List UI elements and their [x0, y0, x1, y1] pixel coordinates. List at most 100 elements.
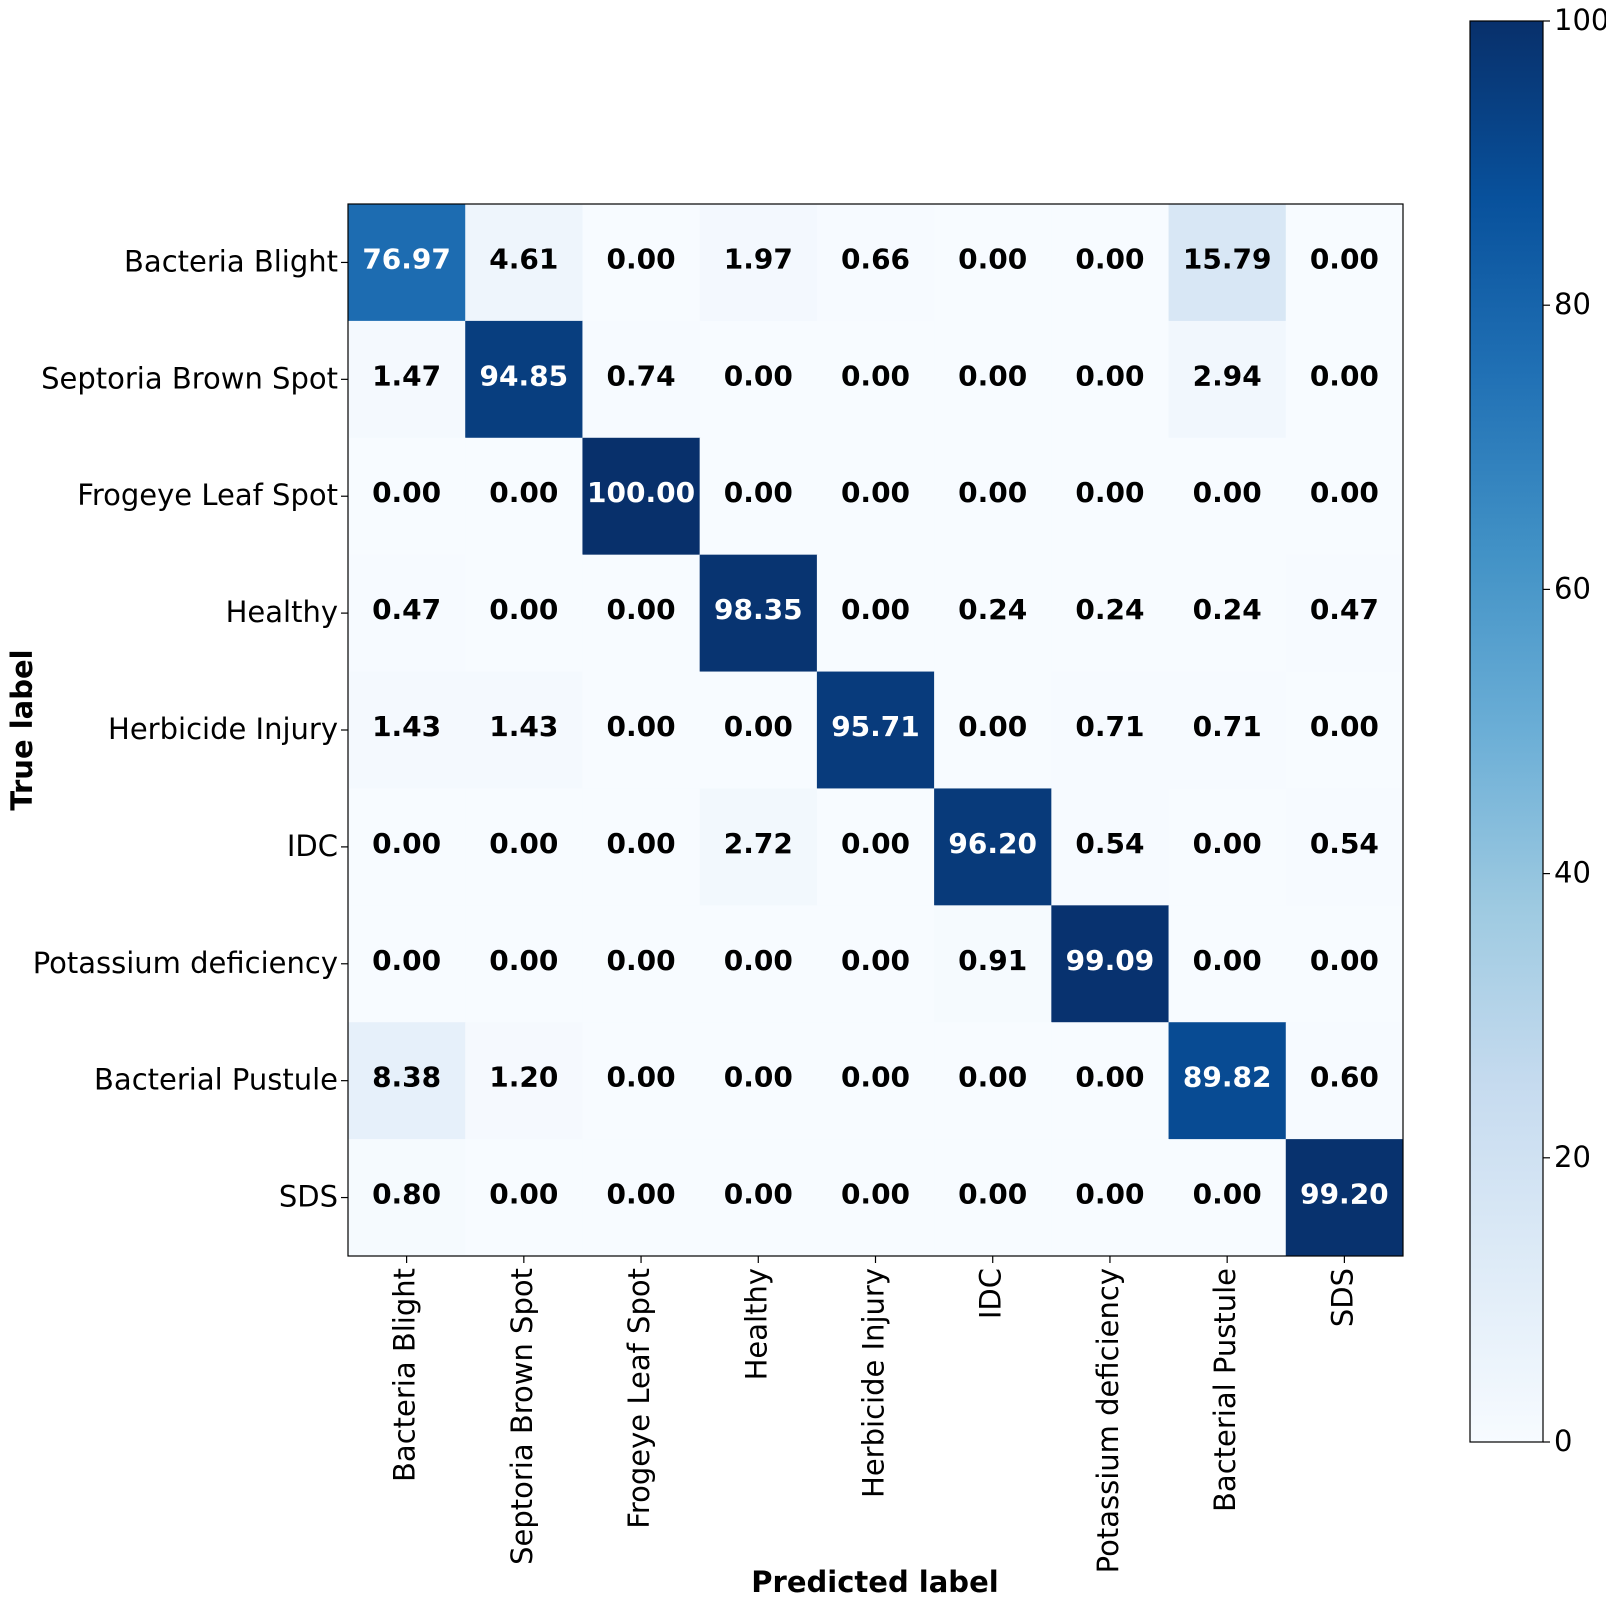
heatmap-cell-value: 0.00 [841, 827, 910, 860]
heatmap-cell [699, 905, 818, 1023]
heatmap-cell-value: 8.38 [372, 1061, 441, 1094]
heatmap-cell-value: 99.09 [1066, 944, 1155, 977]
heatmap-cell-value: 0.00 [724, 476, 793, 509]
heatmap-cell-value: 0.00 [1193, 827, 1262, 860]
colorbar-gradient [1469, 20, 1544, 1443]
heatmap-cell-value: 0.00 [1193, 1178, 1262, 1211]
heatmap-cell-value: 0.00 [841, 1061, 910, 1094]
y-tick-label: Frogeye Leaf Spot [77, 478, 338, 512]
heatmap-cell [1051, 204, 1170, 322]
heatmap-cell [934, 437, 1052, 556]
heatmap-cell-value: 0.00 [1075, 1178, 1144, 1211]
heatmap-cell [816, 788, 935, 906]
heatmap-cell-value: 89.82 [1183, 1061, 1272, 1094]
heatmap-cell [582, 1022, 701, 1140]
heatmap-cell [934, 788, 1052, 906]
heatmap-cell [699, 204, 818, 322]
heatmap-cell-value: 0.00 [958, 242, 1027, 275]
heatmap-cell-value: 0.00 [1075, 242, 1144, 275]
heatmap-cell [348, 1139, 466, 1257]
heatmap-cell-value: 0.66 [841, 242, 910, 275]
heatmap-cell-value: 0.47 [372, 593, 441, 626]
heatmap-cell-value: 76.97 [362, 242, 451, 275]
heatmap-cell-value: 0.00 [958, 359, 1027, 392]
heatmap-cell [465, 905, 583, 1023]
heatmap-cell-value: 0.00 [724, 359, 793, 392]
heatmap-cell [348, 905, 466, 1023]
heatmap-cell-value: 94.85 [480, 359, 569, 392]
heatmap-cell [348, 554, 466, 673]
heatmap-cell [699, 1139, 818, 1257]
heatmap-cell [1168, 437, 1287, 556]
heatmap-cell-value: 0.00 [1310, 944, 1379, 977]
heatmap-cell-value: 0.00 [841, 593, 910, 626]
heatmap-cell-value: 0.60 [1310, 1061, 1379, 1094]
y-tick-label: Septoria Brown Spot [41, 361, 338, 395]
y-axis-ticks: Bacteria Blight Septoria Brown Spot Frogey… [33, 244, 348, 1214]
heatmap-cell-value: 0.91 [958, 944, 1027, 977]
heatmap-cell-value: 0.00 [607, 593, 676, 626]
heatmap-cell [816, 1139, 935, 1257]
heatmap-cell-value: 0.00 [1310, 710, 1379, 743]
heatmap-cell [816, 320, 935, 439]
heatmap-cell [1051, 320, 1170, 439]
heatmap-cells [348, 204, 1404, 1257]
heatmap-cell-value: 15.79 [1183, 242, 1272, 275]
heatmap-cell-value: 0.00 [841, 359, 910, 392]
heatmap-cell-value: 0.00 [1310, 242, 1379, 275]
heatmap-cell-value: 1.43 [372, 710, 441, 743]
heatmap-cell [1168, 204, 1287, 322]
heatmap-cell-value: 0.00 [489, 944, 558, 977]
heatmap-cell [934, 671, 1052, 789]
heatmap-cell-value: 0.00 [841, 476, 910, 509]
heatmap-cell-value: 0.24 [1075, 593, 1144, 626]
heatmap-cell [1051, 671, 1170, 789]
colorbar-tick-label: 100 [1554, 3, 1606, 37]
heatmap-cell-value: 0.00 [958, 1178, 1027, 1211]
heatmap-cell [1051, 554, 1170, 673]
y-tick-label: Herbicide Injury [108, 712, 338, 746]
heatmap-cell-value: 1.43 [489, 710, 558, 743]
y-tick-label: Bacterial Pustule [94, 1063, 338, 1097]
heatmap-cell [348, 437, 466, 556]
heatmap-cell [934, 1139, 1052, 1257]
heatmap-cell-value: 0.00 [607, 944, 676, 977]
heatmap-cell [1051, 437, 1170, 556]
heatmap-cell [582, 1139, 701, 1257]
colorbar-tick-label: 60 [1554, 571, 1591, 605]
x-tick-label: Healthy [739, 1268, 773, 1380]
colorbar-tick-label: 80 [1554, 287, 1591, 321]
colorbar-tick-label: 20 [1554, 1140, 1591, 1174]
heatmap-cell [699, 1022, 818, 1140]
heatmap-cell-value: 0.00 [841, 944, 910, 977]
heatmap-cell [1168, 671, 1287, 789]
heatmap-cell-value: 0.00 [1075, 359, 1144, 392]
heatmap-cell-value: 0.00 [1193, 944, 1262, 977]
heatmap-cell-value: 95.71 [831, 710, 920, 743]
x-axis-ticks: Bacteria Blight Septoria Brown Spot Frogey… [388, 1256, 1359, 1573]
heatmap-cell [699, 437, 818, 556]
x-tick-label: Bacteria Blight [388, 1268, 422, 1482]
heatmap-cell [1051, 1139, 1170, 1257]
heatmap-cell [1285, 554, 1404, 673]
heatmap-cell-value: 0.00 [607, 827, 676, 860]
heatmap-cell-value: 0.00 [958, 1061, 1027, 1094]
heatmap-cell [582, 554, 701, 673]
heatmap-cell-value: 2.72 [724, 827, 793, 860]
heatmap-cell [1285, 671, 1404, 789]
heatmap-cell-value: 0.71 [1193, 710, 1262, 743]
heatmap-cell [1168, 554, 1287, 673]
heatmap-cell [816, 671, 935, 789]
heatmap-cell-value: 0.24 [958, 593, 1027, 626]
heatmap-cell-value: 0.00 [372, 944, 441, 977]
heatmap-cell [465, 204, 583, 322]
heatmap-cell [816, 554, 935, 673]
heatmap-cell [582, 788, 701, 906]
heatmap-cell-value: 100.00 [587, 476, 695, 509]
heatmap-cell-value: 0.00 [489, 1178, 558, 1211]
heatmap-cell-value: 0.00 [1075, 1061, 1144, 1094]
heatmap-cell [699, 320, 818, 439]
heatmap-cell-value: 0.00 [372, 827, 441, 860]
x-tick-label: SDS [1325, 1268, 1359, 1327]
